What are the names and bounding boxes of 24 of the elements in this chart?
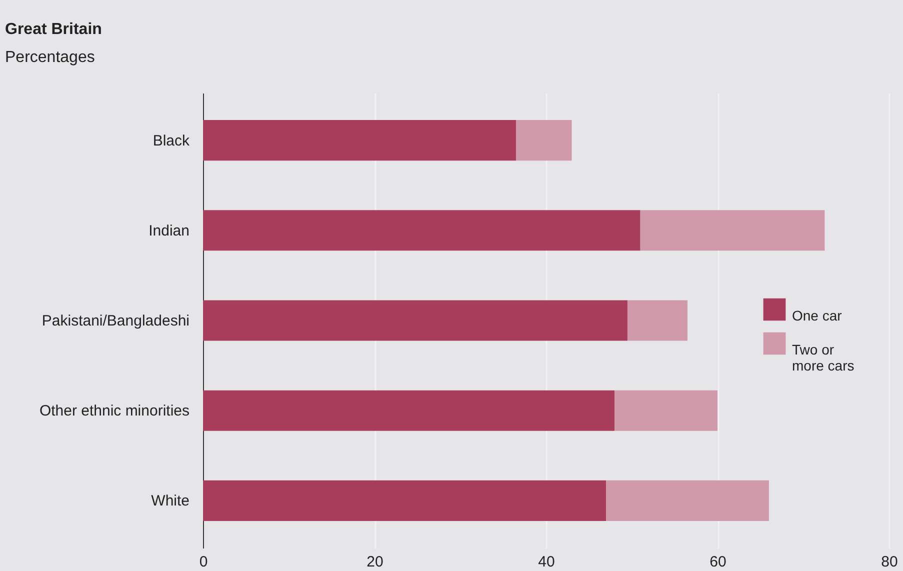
x-tick-label: 80 [881,554,898,570]
text: Percentages [5,49,95,66]
text: Great Britain [5,21,102,38]
bar [203,390,615,431]
bar [203,120,516,161]
legend-label: Two or more cars [792,342,854,374]
bar [606,480,769,521]
bar [614,390,718,431]
y-tick-label: Pakistani/Bangladeshi [42,312,190,330]
x-tick-label: 0 [199,554,208,570]
bar [627,300,688,341]
legend-label: One car [792,308,842,324]
x-tick-label: 60 [710,554,726,570]
y-tick-label: Black [152,132,190,150]
x-tick-label: 40 [538,554,555,570]
x-tick-label: 20 [366,554,384,570]
bar [203,480,606,521]
bar [203,210,640,251]
y-tick-label: White [151,492,190,510]
bar [203,300,628,341]
y-tick-label: Indian [148,222,190,240]
bar [640,210,825,251]
bar [516,120,572,161]
y-tick-label: Other ethnic minorities [39,402,190,420]
